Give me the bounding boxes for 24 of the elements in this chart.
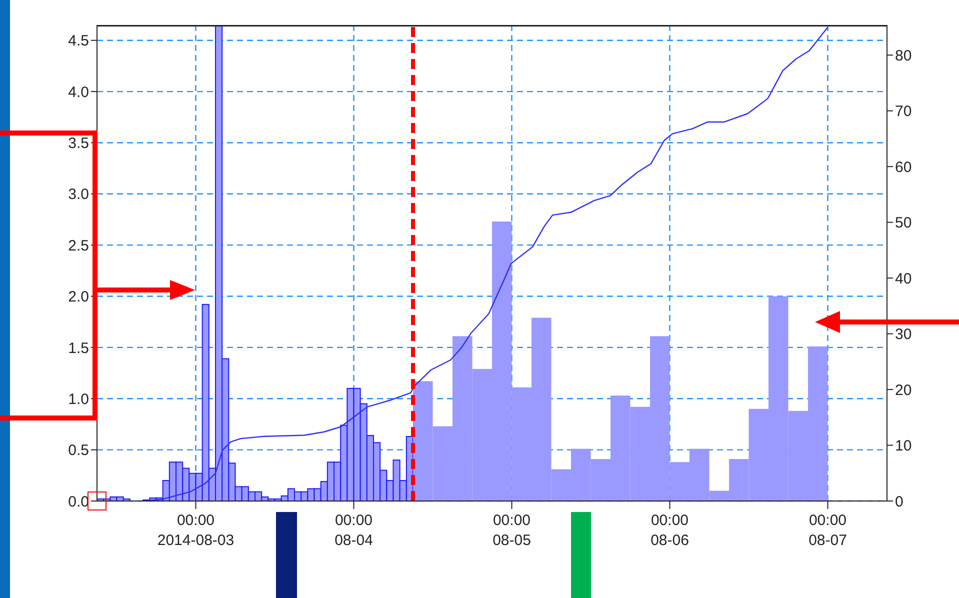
y-tick-label: 2.5: [68, 237, 89, 254]
y2-tick-label: 80: [895, 47, 912, 64]
y2-tick-label: 20: [895, 382, 912, 399]
x-tick-label: 00:00 2014-08-03: [157, 512, 234, 549]
y2-tick-label: 60: [895, 158, 912, 176]
y-tick-label: 1.5: [68, 340, 89, 357]
y2-tick-label: 10: [895, 438, 912, 455]
y-tick-label: 4.5: [68, 32, 89, 50]
y2-tick-label: 70: [895, 103, 912, 120]
y2-tick-label: 50: [895, 214, 912, 232]
x-tick-label: 00:00 08-06: [650, 512, 689, 549]
x-tick-label: 00:00 08-04: [334, 512, 373, 549]
line-series: [144, 26, 828, 501]
y2-tick-label: 40: [895, 270, 912, 288]
y-tick-label: 0.5: [68, 442, 89, 460]
y-tick-label: 3.5: [68, 135, 89, 152]
y-tick-label: 4.0: [68, 84, 89, 101]
y2-tick-label: 0: [895, 493, 904, 510]
y-tick-label: 1.0: [68, 390, 89, 408]
y2-tick-label: 30: [895, 326, 912, 344]
x-tick-label: 00:00 08-05: [492, 512, 531, 549]
y-tick-label: 2.0: [68, 288, 89, 306]
x-tick-label: 00:00 08-07: [808, 512, 847, 549]
y-tick-label: 3.0: [68, 186, 89, 204]
